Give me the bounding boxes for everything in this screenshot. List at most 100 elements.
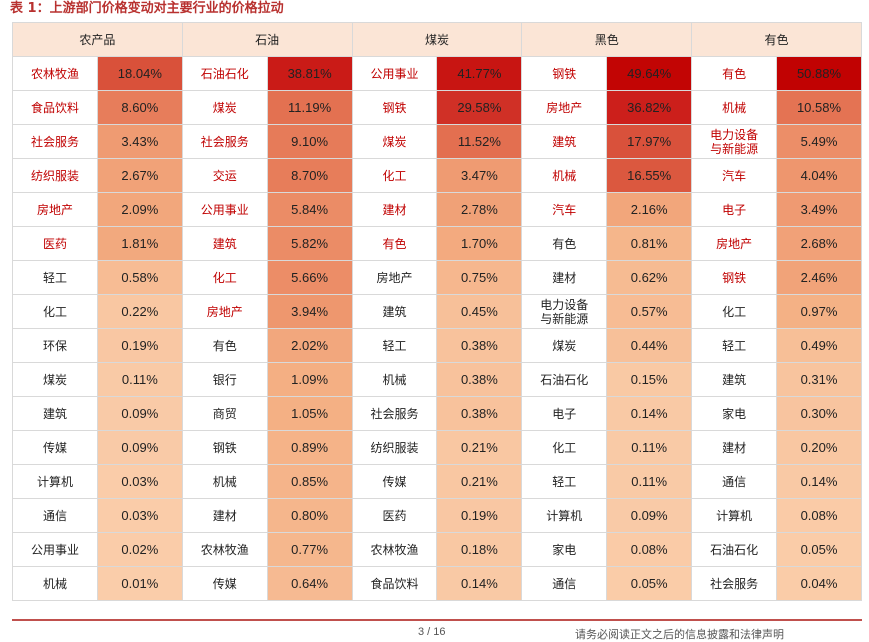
impact-value-cell: 0.81% (606, 226, 693, 261)
industry-name-cell: 计算机 (691, 498, 778, 533)
impact-value-cell: 3.43% (96, 124, 183, 159)
industry-name-cell: 房地产 (521, 90, 608, 125)
impact-value-cell: 1.09% (266, 362, 353, 397)
industry-name-cell: 建筑 (521, 124, 608, 159)
industry-name-cell: 农林牧渔 (181, 532, 268, 567)
impact-value-cell: 0.14% (606, 396, 693, 431)
impact-value-cell: 0.38% (436, 328, 523, 363)
impact-value-cell: 0.80% (266, 498, 353, 533)
industry-name-cell: 电力设备 与新能源 (521, 294, 608, 329)
industry-name-cell: 环保 (12, 328, 98, 363)
disclaimer-text: 请务必阅读正文之后的信息披露和法律声明 (575, 628, 784, 641)
impact-value-cell: 10.58% (776, 90, 862, 125)
impact-value-cell: 0.09% (96, 396, 183, 431)
industry-name-cell: 公用事业 (351, 56, 438, 91)
industry-name-cell: 公用事业 (12, 532, 98, 567)
industry-name-cell: 家电 (691, 396, 778, 431)
industry-name-cell: 通信 (691, 464, 778, 499)
impact-value-cell: 2.78% (436, 192, 523, 227)
impact-value-cell: 0.02% (96, 532, 183, 567)
industry-name-cell: 电力设备 与新能源 (691, 124, 778, 159)
industry-name-cell: 煤炭 (351, 124, 438, 159)
table-title: 表 1：上游部门价格变动对主要行业的价格拉动 (10, 1, 284, 16)
table-row: 传媒 0.09% 钢铁 0.89% 纺织服装 0.21% 化工 0.11% 建材 0.20% (12, 430, 862, 465)
impact-value-cell: 0.03% (96, 498, 183, 533)
table-row: 煤炭 0.11% 银行 1.09% 机械 0.38% 石油石化 0.15% 建筑 0.31% (12, 362, 862, 397)
impact-value-cell: 0.08% (606, 532, 693, 567)
impact-value-cell: 0.15% (606, 362, 693, 397)
industry-name-cell: 汽车 (691, 158, 778, 193)
impact-value-cell: 0.04% (776, 566, 862, 601)
industry-name-cell: 建材 (181, 498, 268, 533)
impact-value-cell: 0.21% (436, 464, 523, 499)
industry-name-cell: 机械 (12, 566, 98, 601)
industry-name-cell: 社会服务 (351, 396, 438, 431)
impact-value-cell: 0.05% (776, 532, 862, 567)
industry-name-cell: 房地产 (181, 294, 268, 329)
industry-name-cell: 煤炭 (521, 328, 608, 363)
impact-value-cell: 1.70% (436, 226, 523, 261)
industry-name-cell: 有色 (521, 226, 608, 261)
impact-value-cell: 17.97% (606, 124, 693, 159)
industry-name-cell: 石油石化 (521, 362, 608, 397)
impact-value-cell: 9.10% (266, 124, 353, 159)
table-row: 计算机 0.03% 机械 0.85% 传媒 0.21% 轻工 0.11% 通信 0.14% (12, 464, 862, 499)
industry-name-cell: 石油石化 (181, 56, 268, 91)
page-number: 3 / 16 (418, 626, 446, 638)
industry-name-cell: 轻工 (351, 328, 438, 363)
industry-name-cell: 化工 (351, 158, 438, 193)
industry-name-cell: 化工 (181, 260, 268, 295)
impact-value-cell: 0.49% (776, 328, 862, 363)
industry-name-cell: 有色 (351, 226, 438, 261)
industry-name-cell: 传媒 (181, 566, 268, 601)
impact-value-cell: 2.16% (606, 192, 693, 227)
impact-value-cell: 0.38% (436, 362, 523, 397)
industry-name-cell: 医药 (351, 498, 438, 533)
table-row: 轻工 0.58% 化工 5.66% 房地产 0.75% 建材 0.62% 钢铁 2.46% (12, 260, 862, 295)
column-header-ferrous: 黑色 (521, 22, 693, 57)
industry-name-cell: 计算机 (12, 464, 98, 499)
impact-value-cell: 0.01% (96, 566, 183, 601)
industry-name-cell: 建材 (691, 430, 778, 465)
industry-name-cell: 食品饮料 (12, 90, 98, 125)
impact-value-cell: 5.82% (266, 226, 353, 261)
industry-name-cell: 房地产 (12, 192, 98, 227)
impact-value-cell: 0.19% (436, 498, 523, 533)
impact-value-cell: 0.45% (436, 294, 523, 329)
impact-value-cell: 5.84% (266, 192, 353, 227)
industry-name-cell: 轻工 (521, 464, 608, 499)
impact-value-cell: 0.77% (266, 532, 353, 567)
impact-value-cell: 0.09% (606, 498, 693, 533)
impact-value-cell: 29.58% (436, 90, 523, 125)
industry-name-cell: 有色 (181, 328, 268, 363)
impact-value-cell: 0.22% (96, 294, 183, 329)
table-row: 化工 0.22% 房地产 3.94% 建筑 0.45% 电力设备 与新能源 0.57% 化工 0.9… (12, 294, 862, 329)
impact-value-cell: 1.05% (266, 396, 353, 431)
industry-name-cell: 社会服务 (181, 124, 268, 159)
table-row: 农林牧渔 18.04% 石油石化 38.81% 公用事业 41.77% 钢铁 49.64% 有色… (12, 56, 862, 91)
impact-value-cell: 0.57% (606, 294, 693, 329)
industry-name-cell: 钢铁 (181, 430, 268, 465)
table-row: 机械 0.01% 传媒 0.64% 食品饮料 0.14% 通信 0.05% 社会服务 0.04% (12, 566, 862, 601)
industry-name-cell: 计算机 (521, 498, 608, 533)
industry-name-cell: 纺织服装 (12, 158, 98, 193)
table-row: 房地产 2.09% 公用事业 5.84% 建材 2.78% 汽车 2.16% 电子 3.49% (12, 192, 862, 227)
industry-name-cell: 化工 (691, 294, 778, 329)
industry-name-cell: 房地产 (351, 260, 438, 295)
impact-value-cell: 0.21% (436, 430, 523, 465)
impact-value-cell: 11.52% (436, 124, 523, 159)
industry-name-cell: 轻工 (12, 260, 98, 295)
industry-name-cell: 纺织服装 (351, 430, 438, 465)
industry-name-cell: 社会服务 (691, 566, 778, 601)
industry-name-cell: 农林牧渔 (12, 56, 98, 91)
impact-value-cell: 18.04% (96, 56, 183, 91)
table-body: 农林牧渔 18.04% 石油石化 38.81% 公用事业 41.77% 钢铁 49.64% 有色… (12, 56, 862, 601)
industry-name-cell: 通信 (12, 498, 98, 533)
impact-value-cell: 50.88% (776, 56, 862, 91)
impact-value-cell: 0.11% (606, 430, 693, 465)
industry-name-cell: 电子 (521, 396, 608, 431)
industry-name-cell: 机械 (521, 158, 608, 193)
impact-value-cell: 2.46% (776, 260, 862, 295)
impact-value-cell: 49.64% (606, 56, 693, 91)
table-row: 纺织服装 2.67% 交运 8.70% 化工 3.47% 机械 16.55% 汽车 4.04% (12, 158, 862, 193)
